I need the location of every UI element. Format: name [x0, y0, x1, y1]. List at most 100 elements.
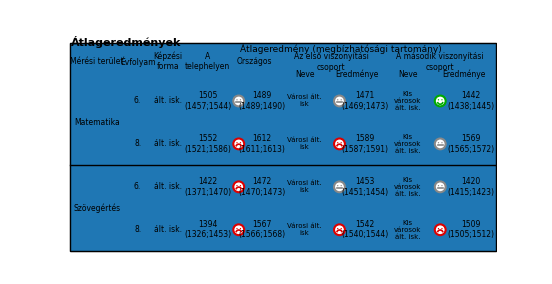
Text: Kis
városok
ált. isk.: Kis városok ált. isk.: [394, 177, 421, 197]
Bar: [278, 54, 384, 70]
Circle shape: [236, 142, 238, 143]
Text: Eredménye: Eredménye: [442, 70, 486, 79]
Bar: [384, 122, 432, 165]
Text: 1420
(1415;1423): 1420 (1415;1423): [448, 177, 495, 197]
Bar: [124, 80, 151, 122]
Circle shape: [233, 181, 244, 192]
Text: 1567
(1566;1568): 1567 (1566;1568): [238, 220, 285, 239]
Circle shape: [236, 185, 238, 186]
Bar: [432, 70, 496, 80]
Text: Neve: Neve: [295, 70, 314, 79]
Circle shape: [438, 99, 439, 101]
Text: Matematika: Matematika: [74, 118, 120, 127]
Text: ált. isk.: ált. isk.: [154, 225, 182, 234]
Text: ált. isk.: ált. isk.: [154, 139, 182, 149]
Circle shape: [233, 224, 244, 235]
Text: Átlageredmény (megbízhatósági tartomány): Átlageredmény (megbízhatósági tartomány): [240, 43, 442, 54]
Circle shape: [233, 96, 244, 106]
Bar: [185, 80, 230, 122]
Text: ált. isk.: ált. isk.: [154, 97, 182, 105]
Text: 1422
(1371;1470): 1422 (1371;1470): [184, 177, 231, 197]
Text: 6.: 6.: [134, 182, 141, 191]
Bar: [151, 208, 185, 251]
Bar: [278, 80, 331, 122]
Bar: [185, 165, 230, 208]
Bar: [185, 43, 496, 54]
Text: Országos: Országos: [236, 57, 272, 66]
Circle shape: [435, 139, 445, 149]
Text: Szövegértés: Szövegértés: [73, 204, 120, 213]
Circle shape: [438, 142, 439, 143]
Text: Neve: Neve: [398, 70, 417, 79]
Bar: [151, 80, 185, 122]
Circle shape: [435, 96, 445, 106]
Circle shape: [435, 181, 445, 192]
Text: A második viszonyítási
csoport: A második viszonyítási csoport: [396, 52, 484, 72]
Circle shape: [435, 224, 445, 235]
Bar: [230, 122, 278, 165]
Text: Képzési
forma: Képzési forma: [153, 51, 183, 71]
Text: 1552
(1521;1586): 1552 (1521;1586): [184, 134, 231, 154]
Bar: [70, 80, 124, 165]
Circle shape: [334, 96, 345, 106]
Text: 1489
(1489;1490): 1489 (1489;1490): [238, 91, 285, 111]
Bar: [70, 43, 124, 80]
Text: 1394
(1326;1453): 1394 (1326;1453): [184, 220, 231, 239]
Text: Az első viszonyítási
csoport: Az első viszonyítási csoport: [294, 52, 368, 72]
Text: 1453
(1451;1454): 1453 (1451;1454): [341, 177, 388, 197]
Text: 1542
(1540;1544): 1542 (1540;1544): [341, 220, 388, 239]
Circle shape: [341, 99, 342, 101]
Circle shape: [240, 99, 241, 101]
Circle shape: [341, 142, 342, 143]
Text: Városi ált.
isk: Városi ált. isk: [287, 180, 322, 193]
Text: Évfolyam: Évfolyam: [120, 56, 155, 67]
Text: Városi ált.
isk: Városi ált. isk: [287, 137, 322, 151]
Bar: [278, 208, 331, 251]
Bar: [331, 208, 384, 251]
Bar: [230, 80, 278, 122]
Circle shape: [240, 185, 241, 186]
Text: Eredménye: Eredménye: [336, 70, 379, 79]
Bar: [432, 80, 496, 122]
Text: 1472
(1470;1473): 1472 (1470;1473): [238, 177, 285, 197]
Text: Városi ált.
isk: Városi ált. isk: [287, 95, 322, 107]
Text: Kis
városok
ált. isk.: Kis városok ált. isk.: [394, 91, 421, 111]
Bar: [230, 208, 278, 251]
Bar: [151, 122, 185, 165]
Bar: [432, 165, 496, 208]
Text: 1569
(1565;1572): 1569 (1565;1572): [448, 134, 495, 154]
Text: 1505
(1457;1544): 1505 (1457;1544): [184, 91, 231, 111]
Bar: [384, 165, 432, 208]
Text: 6.: 6.: [134, 97, 141, 105]
Text: 8.: 8.: [134, 225, 141, 234]
Circle shape: [341, 185, 342, 186]
Circle shape: [441, 185, 443, 186]
Bar: [331, 122, 384, 165]
Bar: [432, 208, 496, 251]
Bar: [384, 70, 432, 80]
Text: Kis
városok
ált. isk.: Kis városok ált. isk.: [394, 220, 421, 240]
Bar: [331, 70, 384, 80]
Bar: [278, 70, 331, 80]
Bar: [151, 165, 185, 208]
Bar: [384, 80, 432, 122]
Text: ált. isk.: ált. isk.: [154, 182, 182, 191]
Circle shape: [337, 185, 338, 186]
Circle shape: [341, 228, 342, 229]
Circle shape: [236, 99, 238, 101]
Circle shape: [236, 228, 238, 229]
Circle shape: [438, 185, 439, 186]
Text: Kis
városok
ált. isk.: Kis városok ált. isk.: [394, 134, 421, 154]
Circle shape: [337, 99, 338, 101]
Bar: [230, 43, 278, 80]
Bar: [230, 165, 278, 208]
Bar: [331, 80, 384, 122]
Bar: [124, 208, 151, 251]
Bar: [185, 43, 230, 80]
Bar: [124, 43, 151, 80]
Circle shape: [334, 224, 345, 235]
Circle shape: [240, 142, 241, 143]
Text: 1471
(1469;1473): 1471 (1469;1473): [341, 91, 388, 111]
Text: A
telephelyen: A telephelyen: [185, 52, 230, 71]
Circle shape: [337, 142, 338, 143]
